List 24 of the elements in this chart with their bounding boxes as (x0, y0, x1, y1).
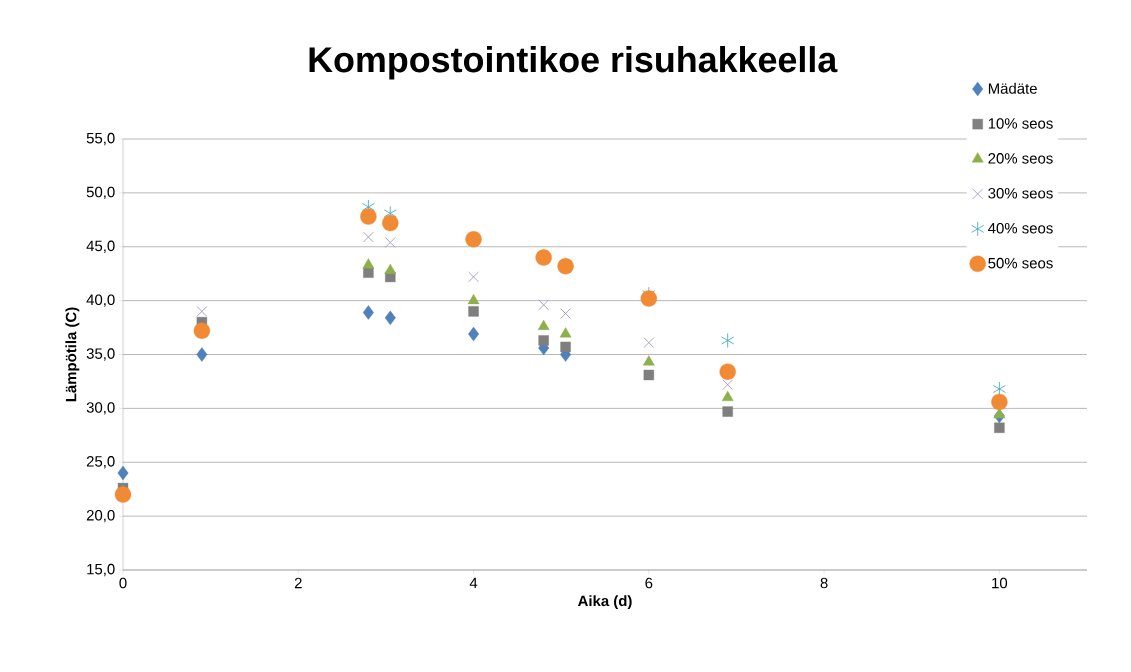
y-tick-label: 20,0 (86, 509, 115, 523)
y-axis-title: Lämpötila (C) (65, 307, 80, 402)
x-tick-label: 10 (992, 577, 1008, 589)
y-tick-label: 50,0 (86, 186, 115, 200)
x-tick-label: 6 (645, 577, 653, 589)
legend-label: 40% seos (988, 222, 1053, 234)
x-tick-label: 4 (469, 577, 478, 589)
y-tick-label: 30,0 (86, 402, 115, 415)
x-tick-label: 8 (820, 577, 828, 589)
legend-label: 20% seos (988, 153, 1053, 164)
legend-label: 30% seos (988, 187, 1053, 199)
y-tick-label: 45,0 (86, 240, 115, 253)
x-axis-title: Aika (d) (577, 595, 632, 610)
legend-label: 10% seos (988, 118, 1053, 129)
x-tick-label: 0 (119, 577, 127, 589)
y-tick-label: 55,0 (86, 132, 115, 146)
x-tick-label: 2 (294, 577, 302, 589)
y-tick-label: 35,0 (86, 348, 115, 361)
legend-label: 50% seos (988, 257, 1053, 269)
chart-title: Kompostointikoe risuhakkeella (309, 46, 838, 80)
y-tick-label: 25,0 (86, 456, 115, 469)
y-tick-label: 15,0 (87, 563, 115, 577)
legend-label: Mädäte (988, 82, 1037, 94)
y-tick-label: 40,0 (86, 294, 115, 307)
